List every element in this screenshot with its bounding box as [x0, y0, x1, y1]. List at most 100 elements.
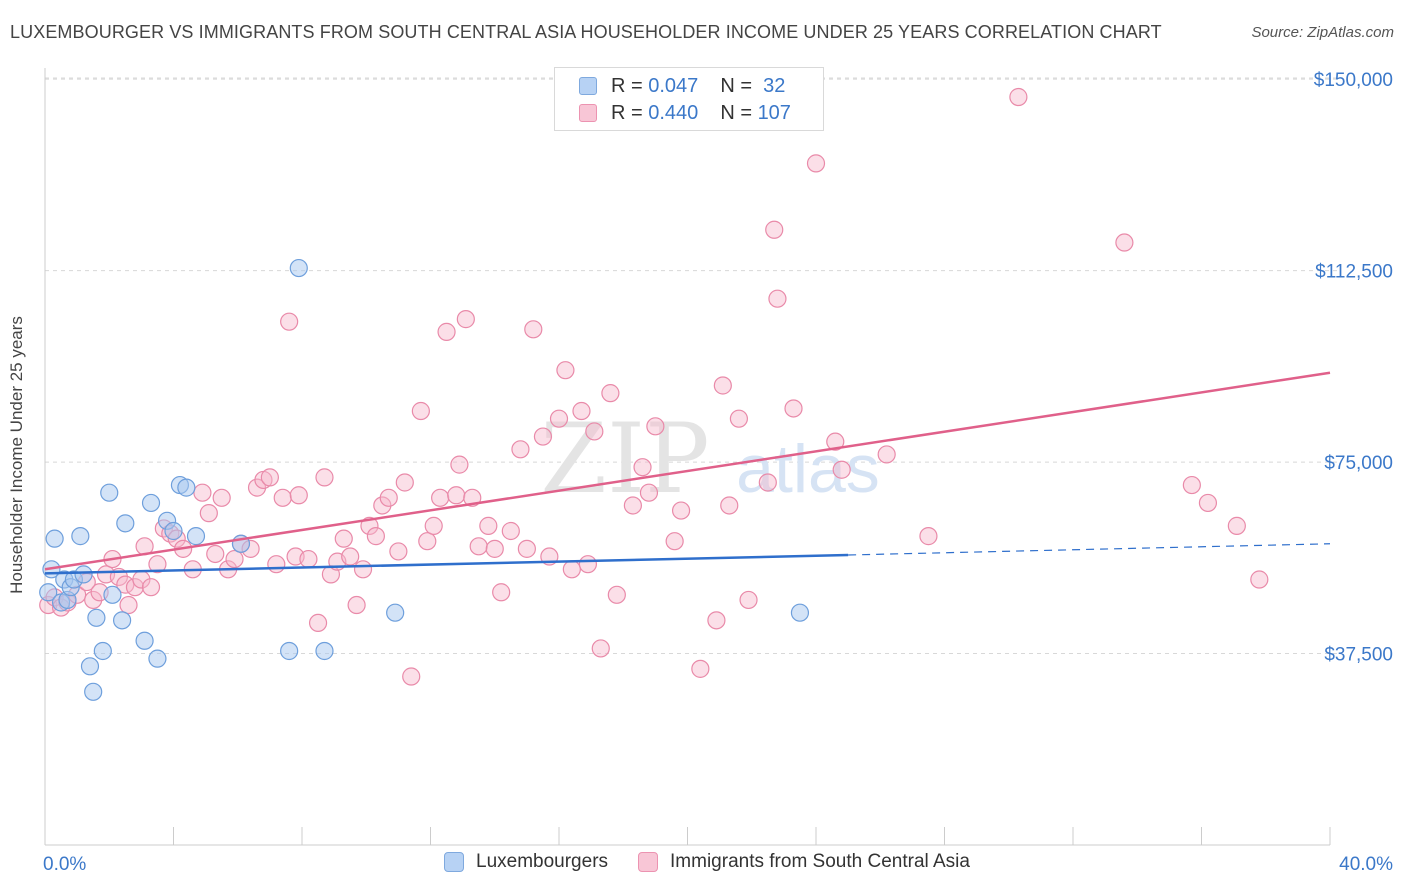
data-point-immigrants: [353, 560, 373, 579]
data-point-immigrants: [289, 486, 308, 505]
series-immigrants-points: [39, 87, 1269, 686]
data-point-immigrants: [549, 409, 569, 428]
data-point-immigrants: [334, 529, 353, 548]
data-point-immigrants: [739, 590, 758, 610]
data-point-luxembourgers: [74, 565, 93, 584]
data-point-luxembourgers: [45, 529, 64, 548]
data-point-immigrants: [623, 496, 642, 515]
data-point-immigrants: [1115, 233, 1134, 252]
correlation-legend: R = 0.047 N = 32 R = 0.440 N = 107: [554, 67, 824, 131]
data-point-immigrants: [720, 496, 739, 515]
data-point-luxembourgers: [103, 585, 122, 604]
data-point-immigrants: [273, 488, 292, 507]
trend-line-luxembourgers: [44, 553, 849, 575]
data-point-luxembourgers: [289, 258, 308, 278]
chart-title: LUXEMBOURGER VS IMMIGRANTS FROM SOUTH CE…: [10, 22, 1162, 42]
series-luxembourgers-points: [39, 258, 810, 701]
data-point-immigrants: [591, 639, 610, 658]
data-point-immigrants: [225, 549, 244, 569]
data-point-immigrants: [665, 532, 684, 551]
data-point-immigrants: [601, 384, 620, 403]
data-point-immigrants: [469, 537, 488, 556]
data-point-luxembourgers: [100, 483, 119, 502]
legend-row-luxembourgers: R = 0.047 N = 32: [579, 73, 785, 99]
data-point-immigrants: [456, 310, 475, 329]
data-point-luxembourgers: [39, 583, 58, 602]
watermark-zip: ZIP: [540, 403, 709, 515]
data-point-luxembourgers: [135, 631, 154, 650]
grid-lines: [45, 77, 1338, 655]
legend-label-immigrants: Immigrants from South Central Asia: [670, 851, 970, 872]
data-point-immigrants: [578, 555, 598, 574]
data-point-immigrants: [556, 361, 575, 380]
data-point-immigrants: [562, 560, 581, 579]
data-point-luxembourgers: [177, 478, 196, 497]
legend-r-label: R =: [611, 101, 643, 124]
data-point-immigrants: [447, 486, 466, 505]
data-point-immigrants: [280, 312, 299, 331]
data-point-immigrants: [524, 320, 543, 339]
data-point-immigrants: [707, 611, 726, 630]
data-point-immigrants: [501, 521, 520, 541]
data-point-immigrants: [347, 595, 366, 615]
data-point-immigrants: [585, 422, 604, 441]
data-point-luxembourgers: [315, 641, 334, 661]
data-point-immigrants: [758, 473, 777, 492]
data-point-immigrants: [212, 488, 231, 507]
legend-r-label: R =: [611, 74, 643, 97]
y-tick-label: $150,000: [1314, 70, 1393, 91]
data-point-luxembourgers: [280, 641, 299, 661]
data-point-immigrants: [784, 399, 803, 418]
x-tick-label: 40.0%: [1339, 854, 1393, 875]
data-point-immigrants: [308, 613, 328, 633]
data-point-immigrants: [193, 483, 212, 502]
data-point-luxembourgers: [93, 641, 112, 661]
data-point-immigrants: [1227, 516, 1246, 535]
data-point-immigrants: [1182, 475, 1201, 495]
data-point-immigrants: [424, 516, 443, 535]
data-point-immigrants: [919, 527, 938, 546]
watermark: ZIP atlas: [540, 403, 879, 515]
data-point-immigrants: [267, 555, 286, 574]
data-point-immigrants: [206, 544, 225, 564]
legend-n-label: N =: [720, 101, 752, 124]
tick-labels: $37,500 $75,000 $112,500 $150,000 0.0% 40.0%: [43, 70, 1393, 875]
data-point-immigrants: [517, 539, 536, 558]
data-point-immigrants: [402, 667, 421, 686]
data-point-immigrants: [1198, 493, 1218, 513]
trend-lines: [44, 371, 1331, 575]
data-point-luxembourgers: [87, 608, 106, 627]
data-point-immigrants: [299, 549, 318, 569]
data-point-immigrants: [639, 483, 659, 502]
data-point-immigrants: [485, 539, 504, 558]
legend-row-immigrants: R = 0.440 N = 107: [579, 100, 791, 126]
data-point-immigrants: [768, 289, 787, 308]
data-point-immigrants: [646, 417, 665, 436]
y-tick-label: $75,000: [1324, 453, 1393, 474]
series-legend: Luxembourgers Immigrants from South Cent…: [444, 851, 1000, 873]
data-point-luxembourgers: [84, 682, 103, 701]
data-point-immigrants: [671, 501, 691, 520]
data-point-luxembourgers: [164, 521, 183, 541]
legend-r-value: 0.047: [648, 74, 699, 97]
trend-line-immigrants: [44, 371, 1331, 571]
axes: [44, 68, 1331, 846]
legend-swatch-pink: [638, 852, 659, 872]
data-point-immigrants: [511, 440, 530, 459]
data-point-immigrants: [341, 547, 360, 566]
data-point-immigrants: [437, 322, 456, 341]
data-point-immigrants: [379, 488, 398, 507]
data-point-immigrants: [729, 409, 749, 428]
data-point-luxembourgers: [141, 493, 161, 513]
data-point-immigrants: [366, 527, 385, 546]
watermark-atlas: atlas: [736, 431, 880, 507]
data-point-luxembourgers: [186, 527, 206, 546]
data-point-immigrants: [315, 468, 334, 487]
data-point-immigrants: [360, 516, 379, 535]
legend-swatch-pink: [579, 104, 597, 122]
legend-swatch-blue: [444, 852, 464, 872]
data-point-luxembourgers: [71, 527, 90, 546]
data-point-immigrants: [389, 542, 408, 561]
data-point-immigrants: [450, 455, 469, 474]
source-label: Source: ZipAtlas.com: [1251, 24, 1394, 41]
